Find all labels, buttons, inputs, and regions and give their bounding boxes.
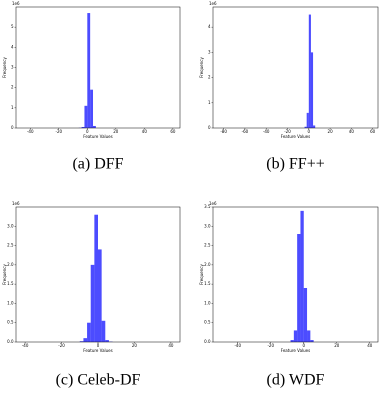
axes-frame: [15, 6, 181, 129]
y-offset-label: 1e6: [209, 1, 217, 6]
x-tick-label: -20: [58, 343, 65, 348]
bar: [79, 341, 84, 342]
y-tick-label: 2.5: [7, 243, 14, 248]
x-tick-label: -40: [27, 129, 34, 134]
axes-frame: [212, 6, 379, 129]
bar: [297, 234, 301, 342]
bar: [84, 105, 88, 128]
y-tick-label: 2.0: [204, 262, 211, 267]
y-tick-label: 2: [11, 85, 14, 90]
bar: [90, 89, 94, 128]
bar: [101, 320, 106, 342]
axes-frame: [212, 206, 379, 343]
x-tick-label: 20: [334, 343, 340, 348]
x-tick-label: 40: [367, 343, 373, 348]
x-tick-label: 40: [168, 343, 174, 348]
bar: [290, 340, 294, 342]
caption: (a) DFF: [72, 156, 123, 173]
x-tick-label: -20: [56, 129, 63, 134]
x-tick-label: 0: [308, 129, 311, 134]
y-axis-label: Frequency: [199, 57, 204, 78]
bar: [313, 125, 316, 128]
y-tick-label: 3: [11, 65, 14, 70]
bar: [308, 14, 311, 128]
y-tick-label: 2.5: [204, 243, 211, 248]
bar: [94, 214, 98, 342]
y-tick-label: 3.0: [204, 223, 211, 228]
x-tick-label: -80: [220, 129, 227, 134]
caption: (c) Celeb-DF: [56, 372, 141, 389]
x-tick-label: 0: [97, 343, 100, 348]
bar: [87, 322, 91, 342]
y-tick-label: 1: [11, 105, 14, 110]
x-tick-label: -20: [284, 129, 291, 134]
bar: [304, 126, 307, 128]
x-tick-label: 60: [370, 129, 376, 134]
y-tick-label: 2: [208, 75, 211, 80]
x-tick-label: -40: [234, 343, 241, 348]
y-offset-label: 1e6: [209, 201, 217, 206]
y-tick-label: 2.0: [7, 262, 14, 267]
x-tick-label: 20: [132, 343, 138, 348]
y-tick-label: 1.5: [204, 281, 211, 286]
y-tick-label: 0.5: [204, 320, 211, 325]
y-tick-label: 4: [208, 24, 211, 29]
y-tick-label: 4: [11, 44, 14, 49]
bar: [303, 288, 308, 342]
y-tick-label: 0: [208, 125, 211, 130]
bar: [293, 330, 298, 342]
bar: [90, 264, 95, 342]
y-tick-label: 3.5: [204, 204, 211, 209]
x-tick-label: -40: [263, 129, 270, 134]
x-tick-label: 40: [349, 129, 355, 134]
y-axis-label: Frequency: [2, 57, 7, 78]
bar: [310, 52, 314, 128]
x-tick-label: 20: [113, 129, 119, 134]
y-tick-label: 3: [208, 49, 211, 54]
bar: [300, 210, 304, 342]
y-tick-label: 0.0: [204, 339, 211, 344]
caption: (d) WDF: [267, 372, 325, 389]
x-tick-label: 0: [86, 129, 89, 134]
bar: [105, 340, 109, 342]
y-tick-label: 0: [11, 125, 14, 130]
x-tick-label: -60: [242, 129, 249, 134]
y-axis-label: Frequency: [199, 264, 204, 285]
x-tick-label: 0: [302, 343, 305, 348]
x-axis-label: Feature Values: [83, 134, 112, 139]
y-tick-label: 1.0: [7, 300, 14, 305]
bar: [306, 112, 309, 128]
x-axis-label: Feature Values: [281, 134, 310, 139]
y-tick-label: 0.5: [7, 320, 14, 325]
bar: [83, 338, 88, 342]
x-axis-label: Feature Values: [83, 348, 112, 353]
x-tick-label: 60: [170, 129, 176, 134]
y-offset-label: 1e6: [12, 1, 20, 6]
y-tick-label: 1.5: [7, 281, 14, 286]
bar: [307, 330, 311, 342]
y-tick-label: 5: [11, 24, 14, 29]
x-tick-label: -20: [267, 343, 274, 348]
bar: [87, 13, 91, 128]
bar: [93, 125, 96, 128]
y-tick-label: 0.0: [7, 339, 14, 344]
y-tick-label: 1.0: [204, 300, 211, 305]
y-tick-label: 1: [208, 100, 211, 105]
y-axis-label: Frequency: [2, 264, 7, 285]
y-offset-label: 1e6: [12, 201, 20, 206]
bar: [98, 249, 102, 342]
caption: (b) FF++: [266, 156, 325, 173]
y-tick-label: 3.0: [7, 223, 14, 228]
x-tick-label: 20: [328, 129, 334, 134]
x-tick-label: -40: [22, 343, 29, 348]
bar: [310, 340, 314, 342]
x-tick-label: 40: [142, 129, 148, 134]
x-axis-label: Feature Values: [281, 348, 310, 353]
bar: [81, 126, 85, 128]
